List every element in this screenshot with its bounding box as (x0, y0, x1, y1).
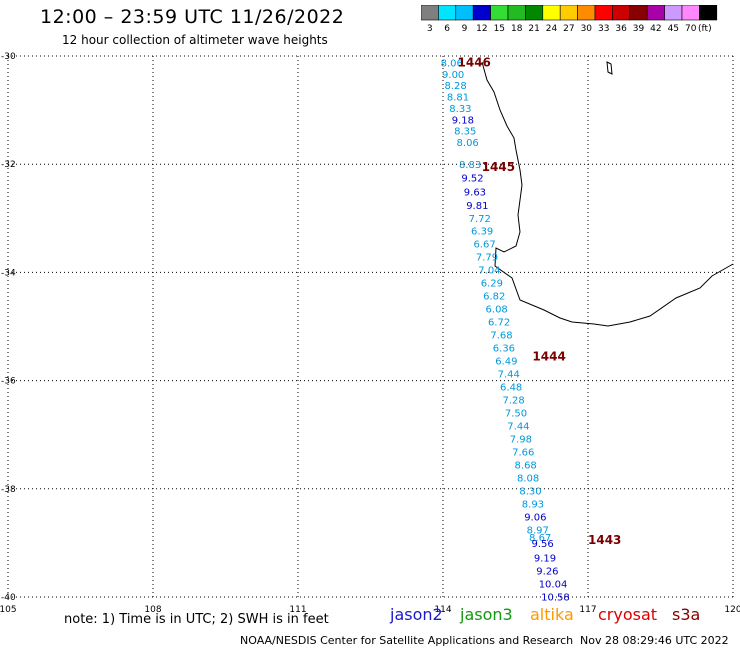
colorbar-label: 24 (546, 24, 558, 34)
colorbar-label: 6 (444, 24, 450, 34)
swh-value: 7.66 (512, 447, 534, 458)
colorbar-swatch (699, 5, 718, 21)
swh-value: 7.68 (490, 331, 512, 342)
swh-value: 6.36 (493, 344, 515, 355)
swh-value: 7.44 (507, 422, 529, 433)
colorbar-label: 9 (462, 24, 468, 34)
colorbar-label: 70 (685, 24, 697, 34)
y-tick-label: -36 (1, 377, 16, 387)
swh-value: 6.39 (471, 227, 493, 238)
colorbar-label: 36 (615, 24, 627, 34)
swh-value: 7.44 (498, 370, 520, 381)
y-tick-label: -40 (1, 593, 16, 603)
swh-value: 8.33 (449, 104, 471, 115)
swh-value: 8.68 (515, 460, 537, 471)
colorbar-unit: (ft) (698, 24, 712, 34)
source-credit: NOAA/NESDIS Center for Satellite Applica… (240, 634, 574, 647)
colorbar-label: 45 (668, 24, 679, 34)
satellite-jason2: jason2 (390, 605, 443, 624)
swh-value: 10.58 (541, 592, 570, 603)
swh-value: 9.26 (536, 566, 558, 577)
swh-value: 6.48 (500, 383, 522, 394)
satellite-altika: altika (530, 605, 574, 624)
swh-value: 8.97 (527, 525, 549, 536)
swh-value: 8.81 (447, 93, 469, 104)
swh-value: 9.18 (452, 115, 474, 126)
swh-value: 9.56 (531, 539, 553, 550)
y-tick-label: -30 (1, 52, 16, 62)
swh-value: 7.72 (469, 214, 491, 225)
swh-value: 7.98 (510, 434, 532, 445)
colorbar-label: 21 (528, 24, 539, 34)
pass-time-label: 1446 (458, 55, 491, 69)
chart-title: 12:00 – 23:59 UTC 11/26/2022 (40, 6, 345, 28)
pass-time-label: 1443 (588, 533, 621, 547)
island-outline (606, 61, 613, 75)
colorbar-label: 33 (598, 24, 609, 34)
swh-value: 9.63 (464, 187, 486, 198)
swh-value: 8.67 (529, 533, 551, 544)
swh-value: 6.72 (488, 318, 510, 329)
colorbar-label: 12 (476, 24, 487, 34)
satellite-s3a: s3a (672, 605, 701, 624)
swh-value: 7.79 (476, 253, 498, 264)
axis-tick-labels: 105 108 111 114 117 120 -30 -32 -34 -36 -38 -40 (0, 52, 740, 615)
swh-value: 7.50 (505, 409, 527, 420)
swh-value: 9.00 (442, 70, 464, 81)
swh-value: 10.04 (539, 579, 568, 590)
footnote: note: 1) Time is in UTC; 2) SWH is in fe… (64, 612, 329, 627)
colorbar-label: 27 (563, 24, 574, 34)
satellite-cryosat: cryosat (598, 605, 658, 624)
generated-timestamp: Nov 28 08:29:46 UTC 2022 (580, 634, 729, 647)
colorbar-label: 3 (427, 24, 433, 34)
satellite-jason3: jason3 (460, 605, 513, 624)
swh-value: 6.67 (473, 240, 495, 251)
swh-value: 9.06 (524, 512, 546, 523)
y-tick-label: -32 (1, 160, 16, 170)
colorbar-label: 42 (650, 24, 661, 34)
coastline (481, 61, 734, 327)
swh-value: 8.35 (454, 127, 476, 138)
x-tick-label: 117 (579, 605, 596, 615)
swh-value: 9.81 (466, 201, 488, 212)
swh-value: 6.49 (495, 357, 517, 368)
swh-value: 7.04 (478, 266, 500, 277)
colorbar-label: 39 (633, 24, 645, 34)
chart-subtitle: 12 hour collection of altimeter wave hei… (62, 33, 328, 47)
swh-points: 8.069.008.288.818.339.188.358.068.839.52… (441, 58, 570, 603)
x-tick-label: 108 (144, 605, 161, 615)
y-tick-label: -34 (1, 268, 16, 278)
swh-value: 9.52 (461, 174, 483, 185)
swh-value: 8.83 (459, 160, 481, 171)
pass-time-labels: 1446 1445 1444 1443 (458, 55, 622, 547)
x-tick-label: 111 (289, 605, 306, 615)
swh-value: 8.06 (457, 138, 479, 149)
swh-value: 8.08 (517, 473, 539, 484)
colorbar-label: 15 (494, 24, 505, 34)
west-australia-coastline (481, 61, 734, 327)
swh-value: 8.06 (441, 58, 463, 69)
x-tick-label: 120 (724, 605, 740, 615)
pass-time-label: 1445 (482, 160, 515, 174)
x-tick-label: 105 (0, 605, 17, 615)
swh-value: 8.30 (519, 486, 541, 497)
swh-value: 8.28 (444, 81, 466, 92)
swh-value: 6.08 (486, 305, 508, 316)
colorbar-label: 30 (581, 24, 593, 34)
swh-value: 6.29 (481, 279, 503, 290)
swh-value: 8.93 (522, 499, 544, 510)
y-tick-label: -38 (1, 485, 16, 495)
wave-height-colorbar: 3 6 9 12 15 18 21 24 27 30 33 36 39 42 45 70 (ft) (421, 5, 718, 34)
grid-lines (7, 55, 734, 598)
x-tick-label: 114 (434, 605, 451, 615)
colorbar-label: 18 (511, 24, 523, 34)
pass-time-label: 1444 (532, 349, 565, 363)
swh-value: 9.19 (534, 554, 556, 565)
swh-value: 6.82 (483, 292, 505, 303)
swh-value: 7.28 (502, 396, 524, 407)
